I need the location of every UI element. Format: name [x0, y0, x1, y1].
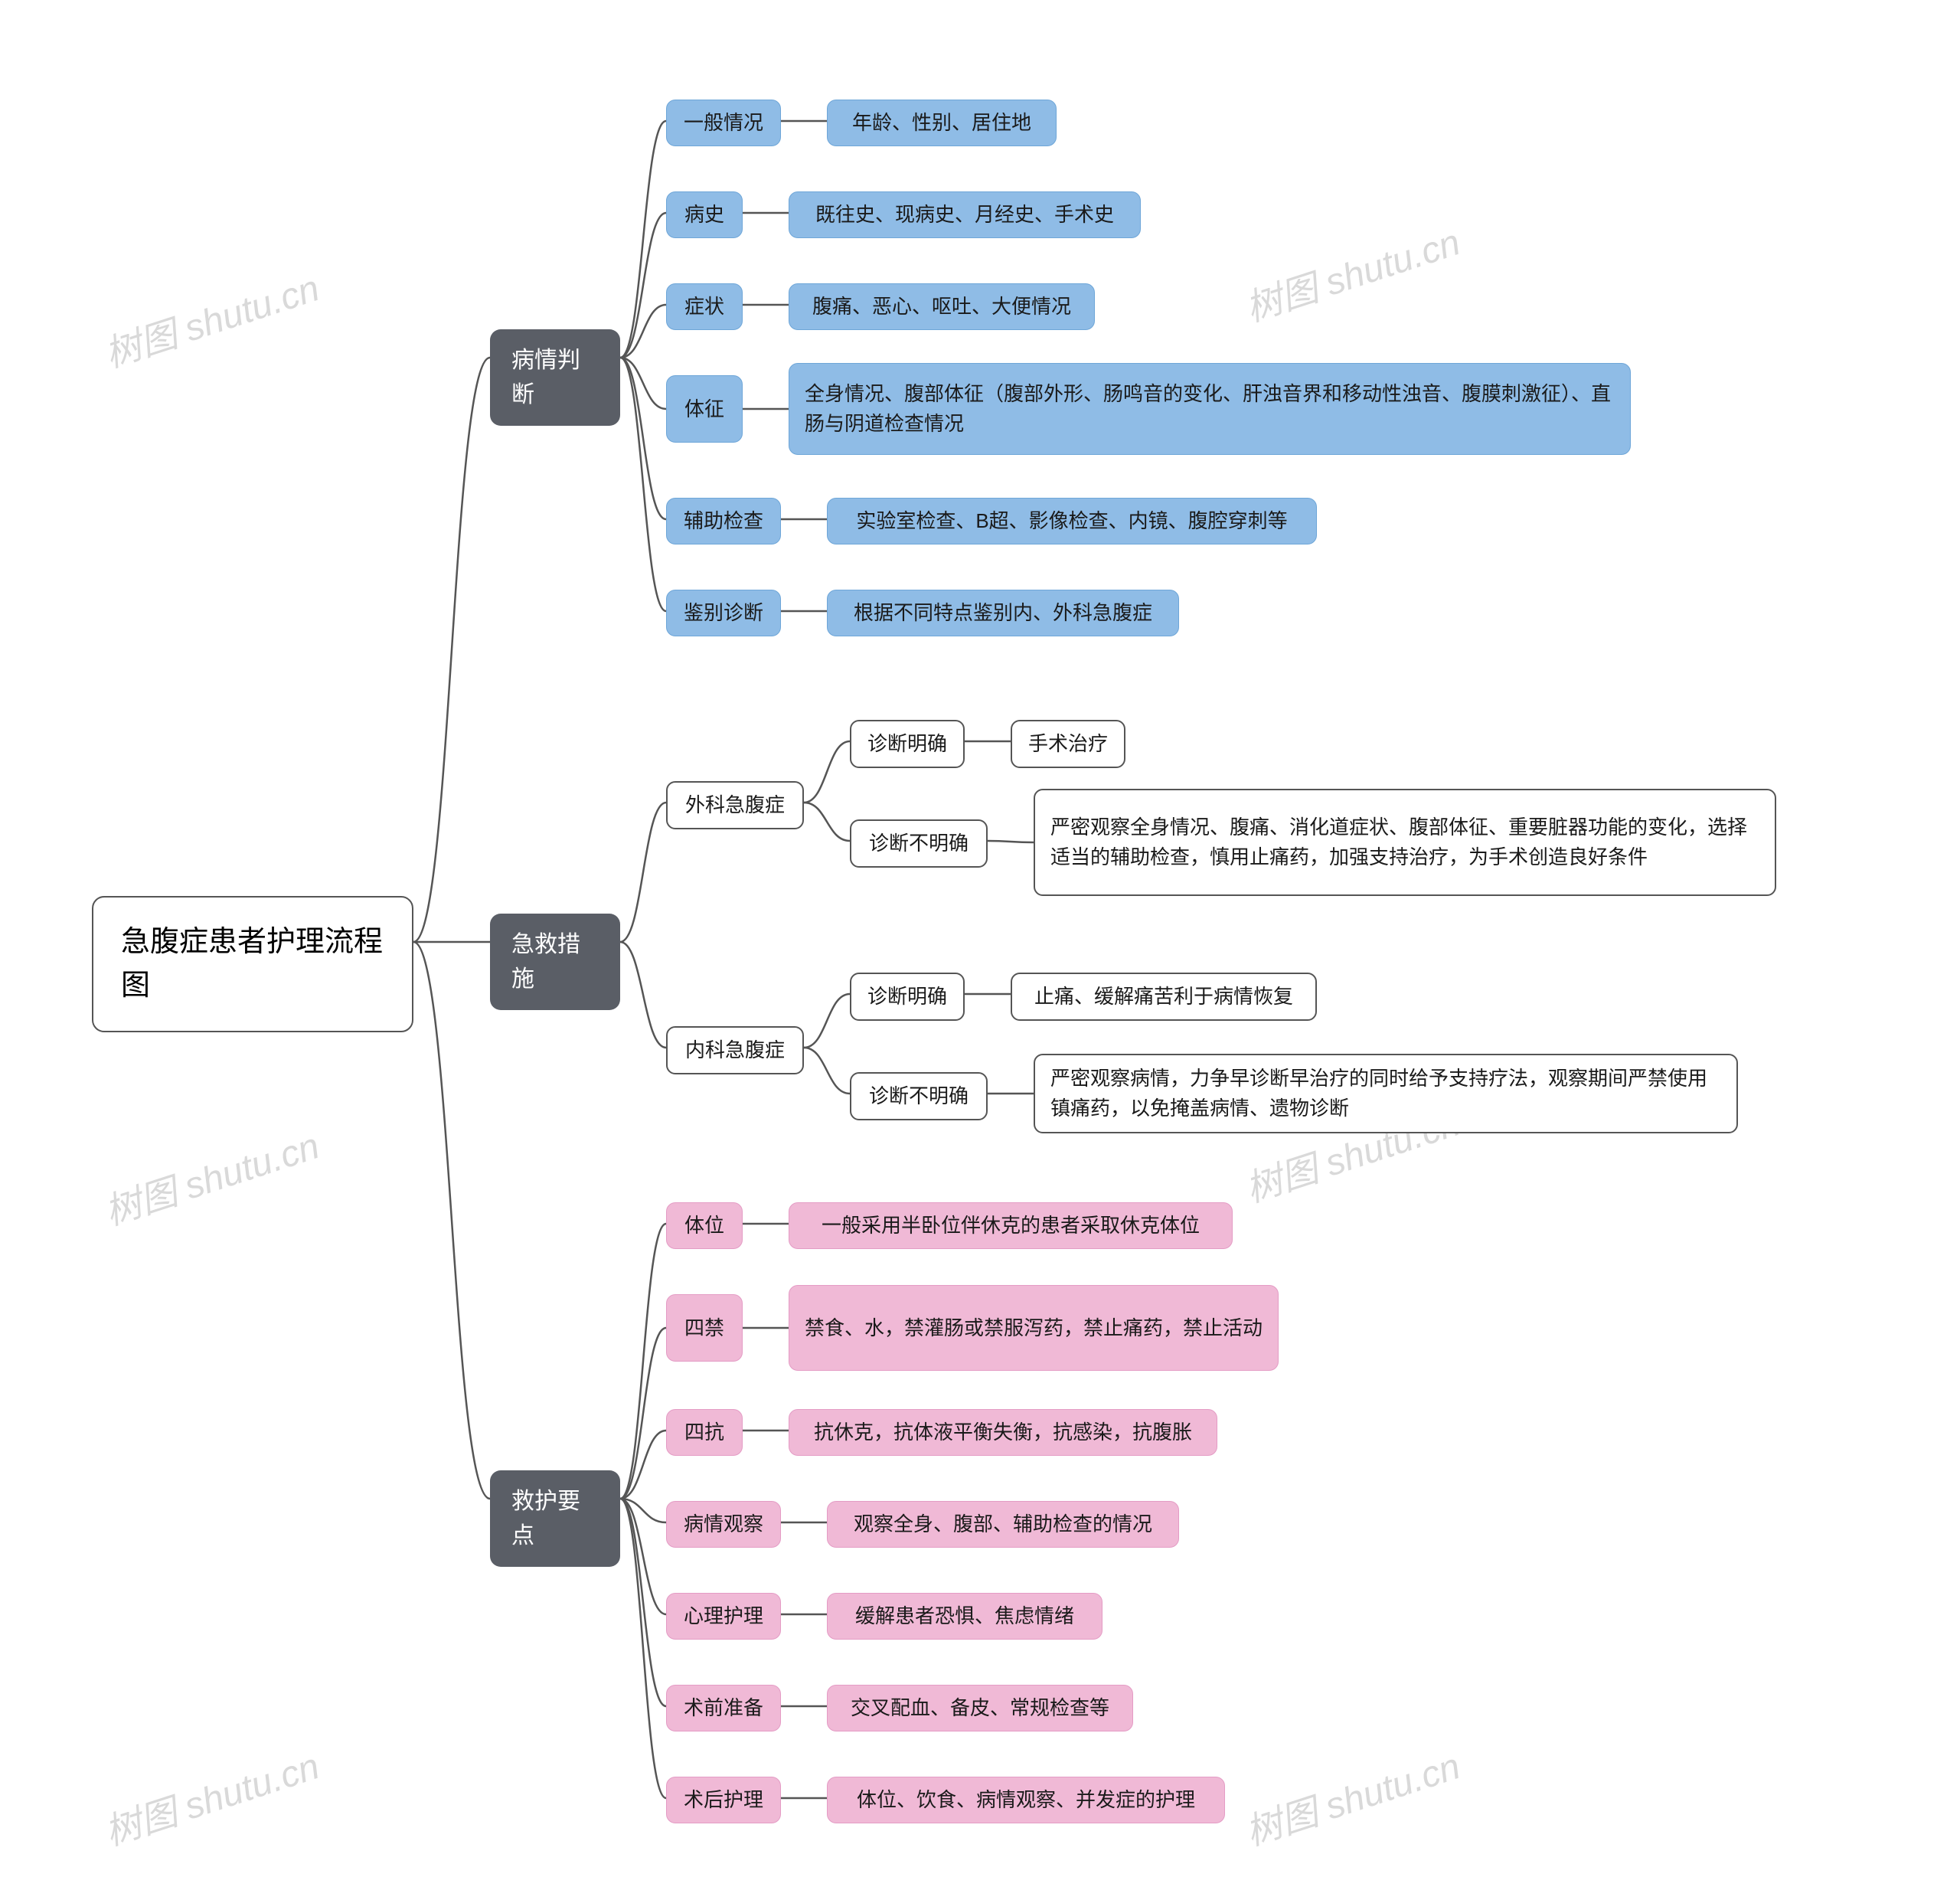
sub-b2c1s2: 诊断不明确 [850, 819, 988, 868]
child-b2c2: 内科急腹症 [666, 1026, 804, 1074]
leaf-b3c6: 交叉配血、备皮、常规检查等 [827, 1685, 1133, 1731]
leaf-b3c2: 禁食、水，禁灌肠或禁服泻药，禁止痛药，禁止活动 [789, 1285, 1279, 1371]
leaf-b3c4: 观察全身、腹部、辅助检查的情况 [827, 1501, 1179, 1548]
sub-b2c2s1: 诊断明确 [850, 973, 965, 1021]
branch-b1: 病情判断 [490, 329, 620, 426]
child-b3c4: 病情观察 [666, 1501, 781, 1548]
sub-b2c1s1: 诊断明确 [850, 720, 965, 768]
child-b3c7: 术后护理 [666, 1777, 781, 1823]
child-b1c6: 鉴别诊断 [666, 590, 781, 636]
child-b3c5: 心理护理 [666, 1593, 781, 1640]
watermark: 树图 shutu.cn [1237, 1736, 1465, 1856]
child-b1c4: 体征 [666, 375, 743, 443]
mindmap-canvas: 树图 shutu.cn 树图 shutu.cn 树图 shutu.cn 树图 shut… [0, 0, 1960, 1890]
leaf-b3c1: 一般采用半卧位伴休克的患者采取休克体位 [789, 1202, 1233, 1249]
leaf-b2c1s1: 手术治疗 [1011, 720, 1125, 768]
watermark: 树图 shutu.cn [96, 1736, 325, 1856]
child-b1c3: 症状 [666, 283, 743, 330]
child-b3c6: 术前准备 [666, 1685, 781, 1731]
child-b1c1: 一般情况 [666, 100, 781, 146]
leaf-b1c1: 年龄、性别、居住地 [827, 100, 1057, 146]
watermark: 树图 shutu.cn [96, 1116, 325, 1235]
child-b2c1: 外科急腹症 [666, 781, 804, 829]
child-b3c2: 四禁 [666, 1294, 743, 1362]
leaf-b1c5: 实验室检查、B超、影像检查、内镜、腹腔穿刺等 [827, 498, 1317, 544]
leaf-b3c3: 抗休克，抗体液平衡失衡，抗感染，抗腹胀 [789, 1409, 1217, 1456]
sub-b2c2s2: 诊断不明确 [850, 1072, 988, 1120]
leaf-b2c2s1: 止痛、缓解痛苦利于病情恢复 [1011, 973, 1317, 1021]
branch-b3: 救护要点 [490, 1470, 620, 1567]
child-b1c2: 病史 [666, 191, 743, 238]
leaf-b1c6: 根据不同特点鉴别内、外科急腹症 [827, 590, 1179, 636]
watermark: 树图 shutu.cn [1237, 212, 1465, 332]
leaf-b3c7: 体位、饮食、病情观察、并发症的护理 [827, 1777, 1225, 1823]
child-b3c1: 体位 [666, 1202, 743, 1249]
leaf-b1c3: 腹痛、恶心、呕吐、大便情况 [789, 283, 1095, 330]
leaf-b2c1s2: 严密观察全身情况、腹痛、消化道症状、腹部体征、重要脏器功能的变化，选择适当的辅助… [1034, 789, 1776, 896]
leaf-b1c2: 既往史、现病史、月经史、手术史 [789, 191, 1141, 238]
branch-b2: 急救措施 [490, 914, 620, 1010]
child-b3c3: 四抗 [666, 1409, 743, 1456]
root-node: 急腹症患者护理流程图 [92, 896, 413, 1032]
leaf-b2c2s2: 严密观察病情，力争早诊断早治疗的同时给予支持疗法，观察期间严禁使用镇痛药，以免掩… [1034, 1054, 1738, 1133]
leaf-b3c5: 缓解患者恐惧、焦虑情绪 [827, 1593, 1102, 1640]
child-b1c5: 辅助检查 [666, 498, 781, 544]
leaf-b1c4: 全身情况、腹部体征（腹部外形、肠鸣音的变化、肝浊音界和移动性浊音、腹膜刺激征）、… [789, 363, 1631, 455]
watermark: 树图 shutu.cn [96, 258, 325, 378]
